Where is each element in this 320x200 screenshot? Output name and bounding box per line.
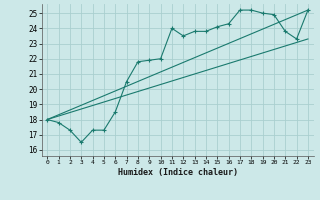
X-axis label: Humidex (Indice chaleur): Humidex (Indice chaleur): [118, 168, 237, 177]
